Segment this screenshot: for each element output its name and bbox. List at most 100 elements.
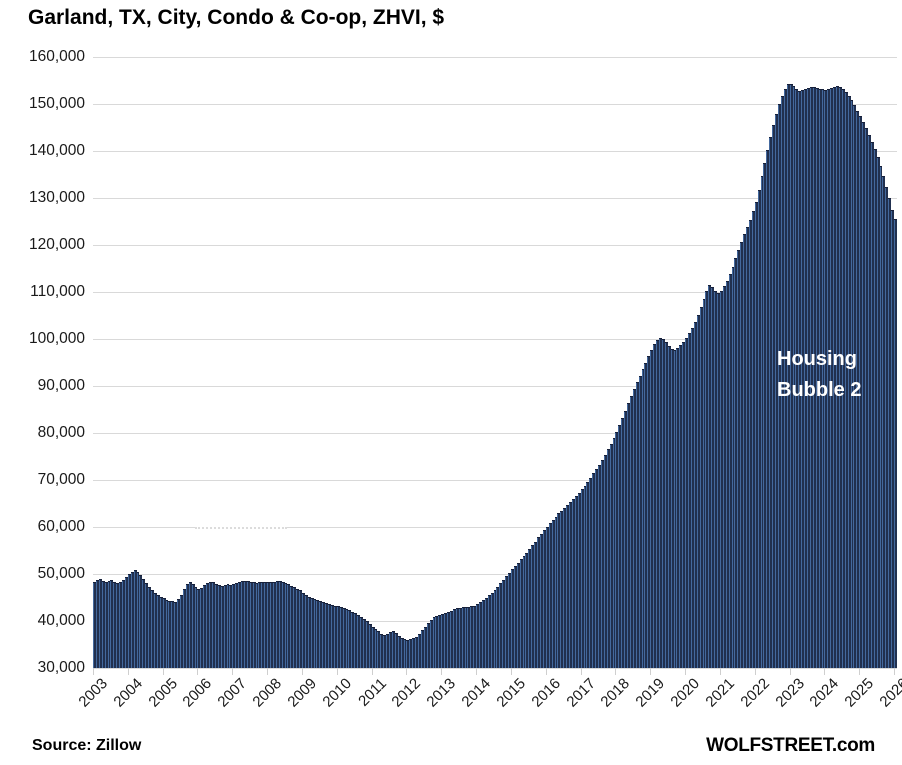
y-tick-label: 140,000 (28, 142, 85, 159)
x-tick-mark (754, 668, 756, 675)
y-tick-label: 60,000 (37, 518, 85, 535)
bar (874, 149, 877, 668)
bar (406, 639, 409, 668)
bar (494, 589, 496, 668)
x-tick-label: 2010 (319, 675, 355, 711)
plot-area: Housing Bubble 2 2003 2004 2005 2006 2007 200… (75, 57, 902, 711)
x-tick-mark (650, 668, 652, 675)
x-tick-label: 2003 (75, 675, 112, 711)
bar (444, 613, 447, 668)
bar (168, 600, 171, 668)
bar (113, 581, 116, 668)
bar (276, 581, 279, 668)
bar (566, 504, 569, 668)
bar (392, 630, 395, 668)
bar (110, 579, 113, 668)
bar (409, 639, 412, 668)
bar (488, 595, 491, 668)
x-tick-mark (301, 668, 303, 675)
bar (438, 614, 441, 668)
bar (807, 87, 810, 668)
bar (665, 341, 668, 668)
source-label: Source: Zillow (32, 737, 142, 754)
x-tick-mark (93, 668, 94, 675)
gridline (93, 57, 897, 58)
x-tick-label: 2015 (493, 675, 529, 711)
bar (604, 454, 607, 668)
bar (328, 603, 331, 668)
bar (290, 585, 293, 668)
bar (348, 610, 351, 668)
bar (630, 395, 633, 668)
bar (279, 580, 282, 668)
bar (476, 604, 479, 668)
gridline (93, 386, 897, 387)
bar (189, 582, 192, 668)
bar (433, 617, 435, 668)
x-tick-mark (371, 668, 373, 675)
bar (93, 581, 96, 668)
bar (485, 597, 488, 668)
bar (560, 510, 563, 668)
bar (360, 616, 363, 668)
bar (270, 582, 273, 668)
bar (636, 382, 639, 668)
bar (482, 599, 485, 668)
bar (781, 96, 784, 668)
bar (830, 88, 833, 668)
bar (380, 633, 383, 668)
bar (171, 601, 174, 668)
bar (174, 601, 177, 668)
bar (354, 613, 357, 668)
bar (456, 608, 459, 668)
x-tick-label: 2023 (771, 675, 808, 711)
bar (891, 209, 894, 668)
bar (540, 533, 543, 668)
bar (615, 432, 618, 668)
bar (395, 632, 398, 668)
bar (99, 579, 102, 668)
bar (520, 559, 523, 668)
bar (401, 637, 404, 668)
bar (180, 594, 183, 668)
bar (674, 349, 676, 668)
bar (465, 607, 467, 668)
bar (679, 345, 682, 668)
bar (595, 469, 598, 668)
gridline (93, 527, 897, 528)
bar (801, 90, 804, 668)
bar (584, 485, 586, 668)
bar (578, 492, 581, 668)
bar (885, 186, 888, 668)
bar (273, 581, 276, 668)
bar (763, 162, 766, 668)
bar (357, 614, 360, 668)
bar (894, 218, 897, 668)
bar (740, 241, 743, 668)
bar (122, 580, 125, 668)
bar (868, 134, 871, 668)
bar (250, 582, 253, 668)
x-tick-label: 2022 (737, 675, 773, 711)
bar (766, 149, 769, 668)
bar (145, 582, 148, 668)
brand-label: WOLFSTREET.com (706, 735, 875, 756)
bar (772, 125, 775, 668)
bar (610, 443, 613, 668)
gridline (93, 198, 897, 199)
annotation-housing-bubble-2: Housing Bubble 2 (777, 344, 861, 406)
bar (264, 581, 267, 668)
y-tick-label: 30,000 (37, 659, 85, 676)
bar (139, 575, 142, 668)
x-tick-label: 2011 (354, 675, 390, 710)
bar (877, 157, 880, 668)
bar (459, 607, 462, 668)
bar (470, 606, 473, 668)
bar (311, 597, 314, 668)
bar (131, 571, 134, 668)
bar (549, 523, 552, 668)
bar (833, 86, 836, 668)
bar (508, 572, 511, 668)
bar (177, 599, 180, 668)
bar (552, 519, 555, 668)
